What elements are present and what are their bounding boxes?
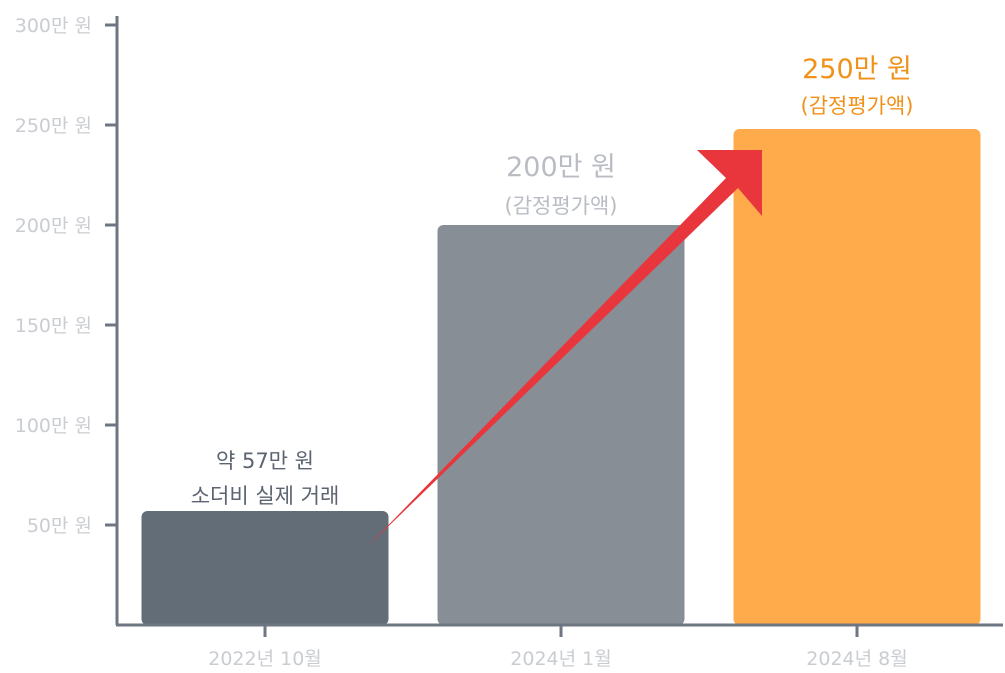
- y-tick-label: 250만 원: [15, 115, 92, 137]
- y-tick-label: 300만 원: [15, 15, 92, 37]
- y-tick-label: 100만 원: [15, 415, 92, 437]
- data-label-value: 200만 원: [506, 152, 616, 183]
- data-label-note: (감정평가액): [801, 94, 914, 118]
- data-label-value: 250만 원: [802, 54, 912, 85]
- bar-0: [141, 511, 389, 625]
- data-label-note: (감정평가액): [505, 194, 618, 218]
- x-ticks-group: 2022년 10월 2024년 1월 2024년 8월: [208, 625, 908, 670]
- x-tick-label: 2024년 8월: [806, 648, 907, 670]
- y-ticks-group: 50만 원 100만 원 150만 원 200만 원 250만 원 300만 원: [15, 15, 117, 537]
- y-tick-label: 150만 원: [15, 315, 92, 337]
- x-tick-label: 2024년 1월: [510, 648, 611, 670]
- bar-2: [733, 129, 981, 625]
- arrow-shape: [366, 150, 762, 548]
- x-tick-label: 2022년 10월: [208, 648, 322, 670]
- data-label-note: 소더비 실제 거래: [191, 484, 340, 508]
- bars-group: [141, 129, 981, 625]
- y-tick-label: 50만 원: [27, 515, 92, 537]
- trend-arrow: [366, 150, 762, 548]
- data-label-value: 약 57만 원: [216, 449, 314, 473]
- y-tick-label: 200만 원: [15, 215, 92, 237]
- bar-1: [437, 225, 685, 625]
